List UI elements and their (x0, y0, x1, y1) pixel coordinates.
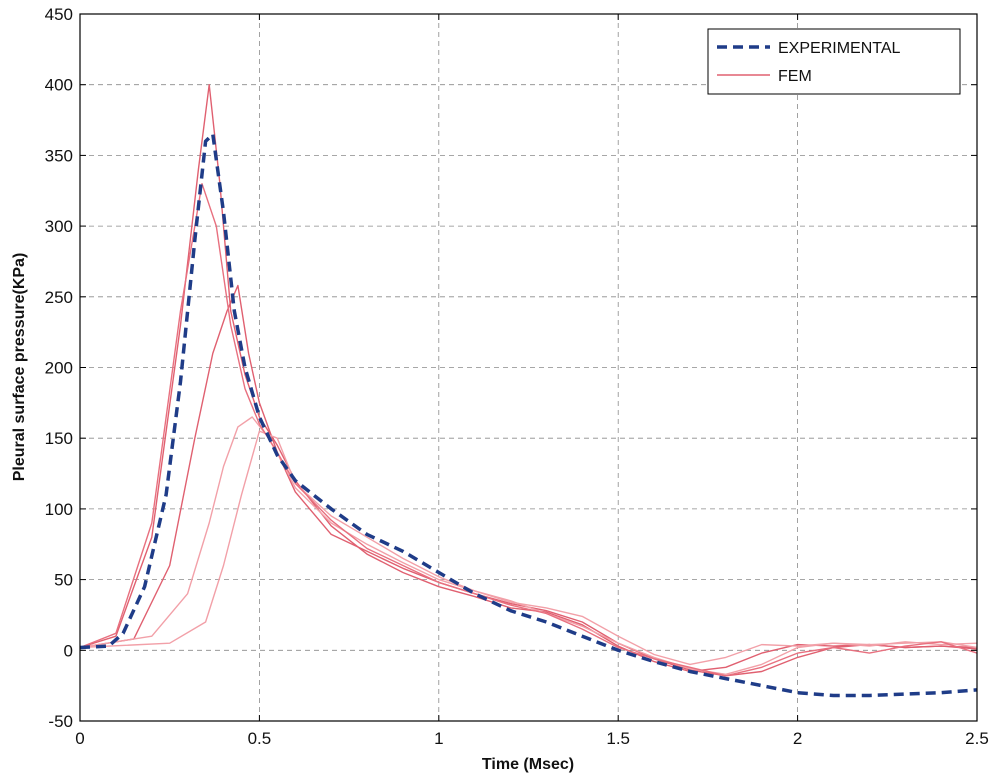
y-tick-label: 50 (54, 571, 73, 590)
series-layer (79, 83, 978, 698)
y-tick-label: 0 (64, 641, 73, 660)
legend-label: EXPERIMENTAL (778, 40, 901, 57)
y-axis-title: Pleural surface pressure(KPa) (11, 253, 28, 482)
y-tick-label: 450 (45, 5, 73, 24)
legend-box (707, 28, 961, 95)
y-tick-label: 350 (45, 146, 73, 165)
x-tick-label: 2 (793, 729, 802, 748)
experimental-series-line (79, 132, 978, 698)
x-tick-label: 1.5 (606, 729, 630, 748)
fem-series-line (79, 83, 978, 673)
x-tick-label: 1 (434, 729, 443, 748)
x-tick-label: 2.5 (965, 729, 989, 748)
ticks: 0 0.5 1 1.5 2 2.5-500501001502002503003504004… (45, 5, 989, 748)
y-tick-label: 100 (45, 500, 73, 519)
x-axis-title: Time (Msec) (482, 756, 574, 773)
legend: EXPERIMENTAL FEM (707, 28, 961, 95)
legend-label: FEM (778, 68, 812, 85)
x-tick-label: 0.5 (248, 729, 272, 748)
fem-series-line (79, 182, 978, 677)
y-tick-label: 300 (45, 217, 73, 236)
x-tick-label: 0 (75, 729, 84, 748)
y-tick-label: 400 (45, 76, 73, 95)
y-tick-label: 250 (45, 288, 73, 307)
y-tick-label: -50 (48, 712, 73, 731)
y-tick-label: 200 (45, 359, 73, 378)
y-tick-label: 150 (45, 429, 73, 448)
fem-series-line (79, 430, 978, 675)
